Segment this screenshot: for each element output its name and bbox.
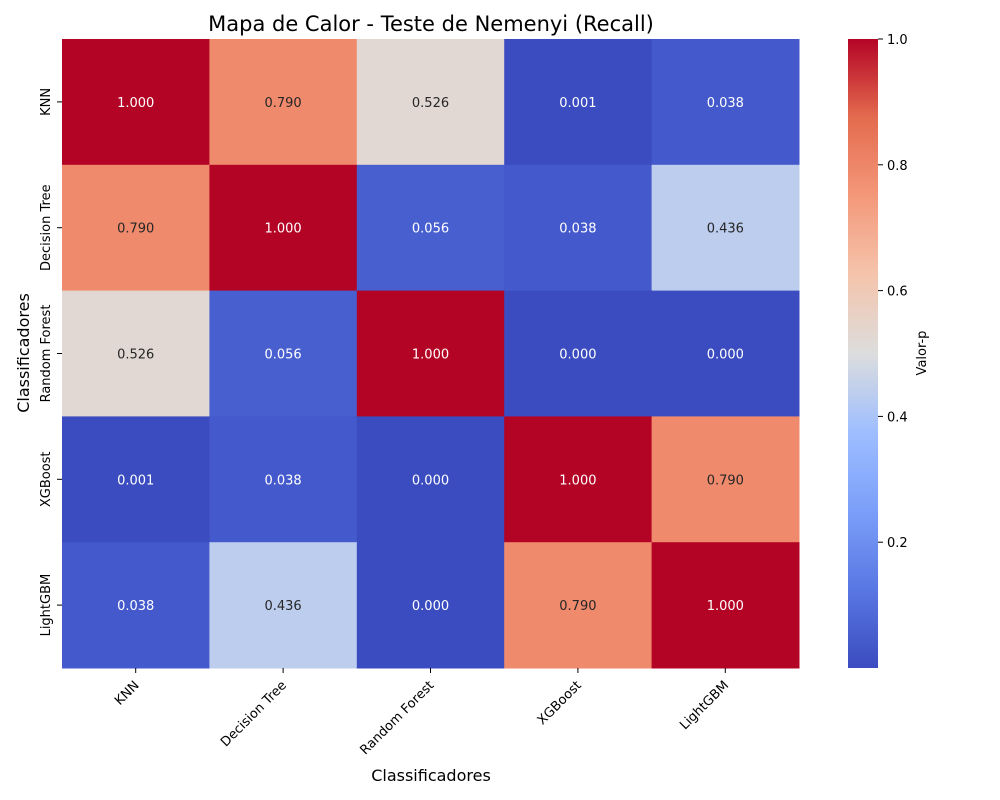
heatmap-cell-label: 0.038 — [559, 222, 596, 237]
heatmap-cell — [209, 416, 358, 543]
heatmap-cell-label: 1.000 — [707, 599, 744, 614]
heatmap-cell — [209, 290, 358, 417]
heatmap-cells: 1.000 0.790 0.526 0.001 0.038 0.790 1.000 0.056… — [62, 39, 800, 669]
heatmap-cell-label: 1.000 — [117, 96, 154, 111]
heatmap-cell — [504, 290, 653, 417]
heatmap-cell-label: 0.038 — [117, 599, 154, 614]
heatmap-cell — [504, 542, 653, 669]
colorbar-ticks: 0.2 0.4 0.6 0.8 1.0 — [878, 33, 908, 551]
heatmap-cell-label: 0.056 — [264, 348, 301, 363]
heatmap-cell — [504, 416, 653, 543]
x-tick-label: KNN — [112, 678, 142, 708]
heatmap-cell — [209, 164, 358, 292]
y-tick-label: KNN — [39, 88, 54, 116]
heatmap-cell — [62, 39, 210, 166]
x-tick-label: Decision Tree — [218, 678, 290, 750]
chart-title: Mapa de Calor - Teste de Nemenyi (Recall… — [208, 12, 654, 36]
heatmap-cell — [62, 416, 210, 543]
heatmap-cell-label: 0.056 — [412, 222, 449, 237]
x-axis-label: Classificadores — [371, 766, 491, 785]
heatmap-cell — [356, 39, 505, 166]
colorbar-tick-label: 0.4 — [887, 410, 908, 425]
heatmap-cell — [651, 290, 800, 417]
heatmap-cell — [356, 290, 505, 417]
heatmap-cell — [651, 39, 800, 166]
heatmap-cell-label: 1.000 — [264, 222, 301, 237]
x-tick-label: LightGBM — [677, 678, 732, 733]
colorbar — [848, 39, 878, 668]
heatmap-cell — [504, 39, 653, 166]
heatmap-cell — [62, 542, 210, 669]
heatmap-cell — [651, 542, 800, 669]
heatmap-cell-label: 0.436 — [264, 599, 301, 614]
colorbar-label: Valor-p — [915, 331, 930, 376]
heatmap-cell-label: 0.038 — [707, 96, 744, 111]
heatmap-cell — [651, 416, 800, 543]
heatmap-cell-label: 0.790 — [264, 96, 301, 111]
y-tick-label: LightGBM — [39, 574, 54, 637]
colorbar-tick-label: 0.2 — [887, 536, 908, 551]
heatmap-cell-label: 0.038 — [264, 473, 301, 488]
x-axis-ticks: KNN Decision Tree Random Forest XGBoost Ligh… — [112, 668, 732, 758]
heatmap-cell-label: 0.000 — [412, 473, 449, 488]
heatmap-cell-label: 0.790 — [559, 599, 596, 614]
y-axis-ticks: KNN Decision Tree Random Forest XGBoost Ligh… — [39, 88, 62, 637]
heatmap-cell-label: 0.526 — [412, 96, 449, 111]
heatmap-cell-label: 0.000 — [412, 599, 449, 614]
colorbar-tick-label: 0.6 — [887, 285, 908, 300]
x-tick-label: Random Forest — [358, 678, 438, 758]
heatmap-cell — [62, 290, 210, 417]
x-tick-label: XGBoost — [535, 678, 585, 728]
y-tick-label: XGBoost — [39, 451, 54, 507]
y-tick-label: Decision Tree — [39, 184, 54, 271]
heatmap-cell — [651, 164, 800, 292]
heatmap-cell — [209, 39, 358, 166]
colorbar-tick-label: 0.8 — [887, 159, 908, 174]
heatmap-cell-label: 0.790 — [117, 222, 154, 237]
heatmap-cell — [356, 416, 505, 543]
heatmap-cell-label: 0.000 — [707, 348, 744, 363]
heatmap-cell — [62, 164, 210, 292]
heatmap-cell-label: 1.000 — [559, 473, 596, 488]
heatmap-cell-label: 1.000 — [412, 348, 449, 363]
heatmap-cell-label: 0.001 — [117, 473, 154, 488]
heatmap-cell — [504, 164, 653, 292]
heatmap-cell-label: 0.436 — [707, 222, 744, 237]
heatmap-cell-label: 0.000 — [559, 348, 596, 363]
heatmap-cell — [209, 542, 358, 669]
colorbar-tick-label: 1.0 — [887, 33, 908, 48]
heatmap-cell-label: 0.526 — [117, 348, 154, 363]
heatmap-cell-label: 0.790 — [707, 473, 744, 488]
y-axis-label: Classificadores — [14, 293, 33, 413]
y-tick-label: Random Forest — [39, 305, 54, 403]
heatmap-cell-label: 0.001 — [559, 96, 596, 111]
heatmap-cell — [356, 542, 505, 669]
heatmap-cell — [356, 164, 505, 292]
